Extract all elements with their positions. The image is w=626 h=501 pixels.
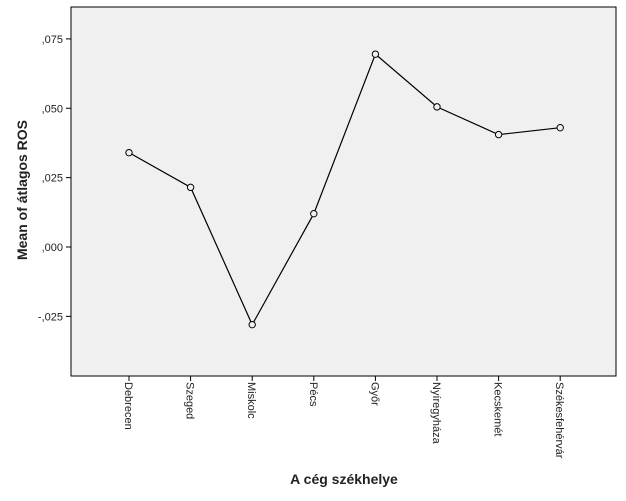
y-tick-label: ,000 — [42, 242, 63, 254]
x-tick-label: Nyíregyháza — [430, 382, 442, 445]
data-point — [125, 148, 133, 157]
y-tick-label: ,050 — [42, 103, 63, 115]
data-point — [556, 123, 564, 132]
x-tick-label: Szeged — [184, 382, 196, 419]
series-line — [128, 53, 561, 327]
data-point — [310, 209, 318, 218]
data-point — [494, 130, 503, 139]
series-group — [125, 50, 564, 329]
x-tick-label: Győr — [368, 382, 380, 406]
y-tick-label: ,075 — [42, 34, 63, 46]
x-tick-label: Székesfehérvár — [553, 382, 565, 459]
x-tick-label: Debrecen — [122, 382, 134, 430]
data-point — [433, 103, 441, 111]
data-point — [371, 50, 380, 58]
plot-area — [70, 6, 617, 377]
data-point — [248, 320, 256, 329]
y-axis: -,025 ,000 ,025 ,050 ,075 — [38, 34, 71, 323]
data-point — [186, 183, 195, 192]
y-tick-label: ,025 — [42, 173, 63, 185]
x-axis: Debrecen Szeged Miskolc Pécs Győr Nyíregyháza… — [122, 376, 565, 459]
x-tick-label: Miskolc — [245, 382, 257, 419]
y-axis-title: Mean of átlagos ROS — [14, 120, 30, 260]
y-tick-label: -,025 — [38, 311, 63, 323]
x-tick-label: Pécs — [307, 382, 319, 407]
x-axis-title: A cég székhelye — [290, 471, 398, 487]
x-tick-label: Kecskemét — [492, 382, 504, 436]
